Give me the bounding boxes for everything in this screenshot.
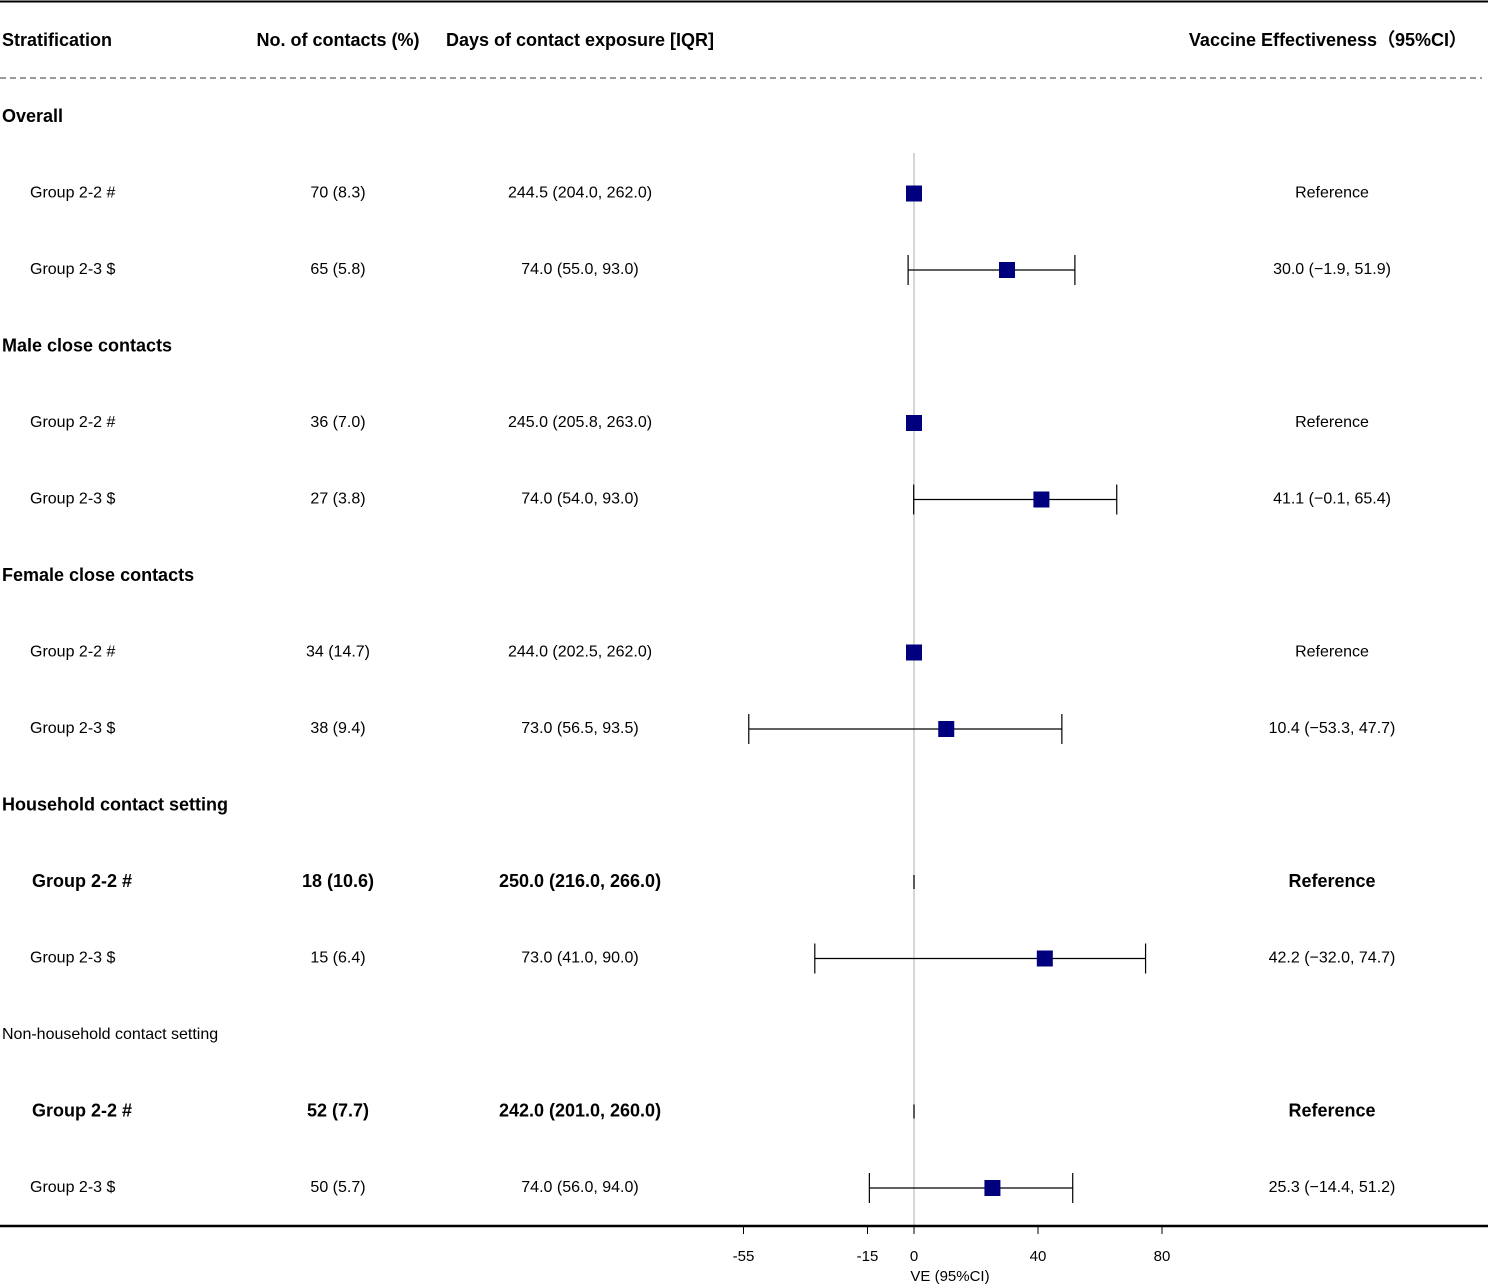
- row-ve-text: 42.2 (−32.0, 74.7): [1269, 950, 1396, 967]
- row-ve-text: Reference: [1295, 414, 1369, 431]
- row-group-label: Group 2-3 $: [30, 491, 115, 508]
- row-days: 244.0 (202.5, 262.0): [508, 644, 652, 661]
- row-contacts: 38 (9.4): [310, 720, 365, 737]
- row-group-label: Group 2-3 $: [30, 261, 115, 278]
- x-tick-label: 0: [910, 1248, 918, 1265]
- row-contacts: 18 (10.6): [302, 871, 374, 891]
- row-ve-text: 30.0 (−1.9, 51.9): [1273, 261, 1391, 278]
- section-title: Female close contacts: [2, 565, 194, 585]
- row-contacts: 36 (7.0): [310, 414, 365, 431]
- x-tick-label: 40: [1030, 1248, 1047, 1265]
- header-stratification: Stratification: [2, 30, 112, 50]
- x-tick-label: 80: [1154, 1248, 1171, 1265]
- row-group-label: Group 2-2 #: [32, 871, 132, 891]
- row-days: 250.0 (216.0, 266.0): [499, 871, 661, 891]
- row-days: 73.0 (41.0, 90.0): [521, 950, 638, 967]
- row-group-label: Group 2-2 #: [30, 414, 115, 431]
- x-tick-label: -15: [857, 1248, 879, 1265]
- point-estimate-marker: [1036, 950, 1053, 967]
- row-ve-text: 25.3 (−14.4, 51.2): [1269, 1179, 1396, 1196]
- row-contacts: 15 (6.4): [310, 950, 365, 967]
- row-group-label: Group 2-3 $: [30, 720, 115, 737]
- row-ve-text: Reference: [1288, 1100, 1375, 1120]
- row-contacts: 50 (5.7): [310, 1179, 365, 1196]
- row-contacts: 52 (7.7): [307, 1100, 369, 1120]
- point-estimate-marker: [906, 644, 922, 661]
- row-group-label: Group 2-2 #: [32, 1100, 132, 1120]
- row-contacts: 70 (8.3): [310, 185, 365, 202]
- point-estimate-marker: [938, 721, 955, 737]
- section-title: Male close contacts: [2, 335, 172, 355]
- header-days: Days of contact exposure [IQR]: [446, 30, 714, 50]
- row-days: 73.0 (56.5, 93.5): [521, 720, 638, 737]
- row-contacts: 65 (5.8): [310, 261, 365, 278]
- section-title: Household contact setting: [2, 794, 228, 814]
- row-contacts: 34 (14.7): [306, 644, 370, 661]
- header-ve: Vaccine Effectiveness（95%CI）: [1189, 30, 1467, 50]
- row-days: 74.0 (55.0, 93.0): [521, 261, 638, 278]
- row-ve-text: Reference: [1295, 644, 1369, 661]
- x-axis-label: VE (95%CI): [910, 1268, 989, 1285]
- point-estimate-marker: [906, 185, 922, 202]
- row-days: 245.0 (205.8, 263.0): [508, 414, 652, 431]
- section-title: Overall: [2, 106, 63, 126]
- row-days: 74.0 (54.0, 93.0): [521, 491, 638, 508]
- point-estimate-marker: [1033, 491, 1050, 508]
- row-group-label: Group 2-2 #: [30, 644, 115, 661]
- row-days: 242.0 (201.0, 260.0): [499, 1100, 661, 1120]
- row-days: 244.5 (204.0, 262.0): [508, 185, 652, 202]
- section-title: Non-household contact setting: [2, 1026, 218, 1043]
- row-contacts: 27 (3.8): [310, 491, 365, 508]
- row-ve-text: 10.4 (−53.3, 47.7): [1269, 720, 1396, 737]
- header-contacts: No. of contacts (%): [256, 30, 419, 50]
- point-estimate-marker: [999, 262, 1015, 278]
- point-estimate-marker: [984, 1180, 1001, 1196]
- row-group-label: Group 2-3 $: [30, 950, 115, 967]
- row-ve-text: Reference: [1288, 871, 1375, 891]
- point-estimate-marker: [906, 415, 922, 431]
- row-ve-text: 41.1 (−0.1, 65.4): [1273, 491, 1391, 508]
- row-ve-text: Reference: [1295, 185, 1369, 202]
- row-group-label: Group 2-2 #: [30, 185, 115, 202]
- x-tick-label: -55: [733, 1248, 755, 1265]
- row-days: 74.0 (56.0, 94.0): [521, 1179, 638, 1196]
- row-group-label: Group 2-3 $: [30, 1179, 115, 1196]
